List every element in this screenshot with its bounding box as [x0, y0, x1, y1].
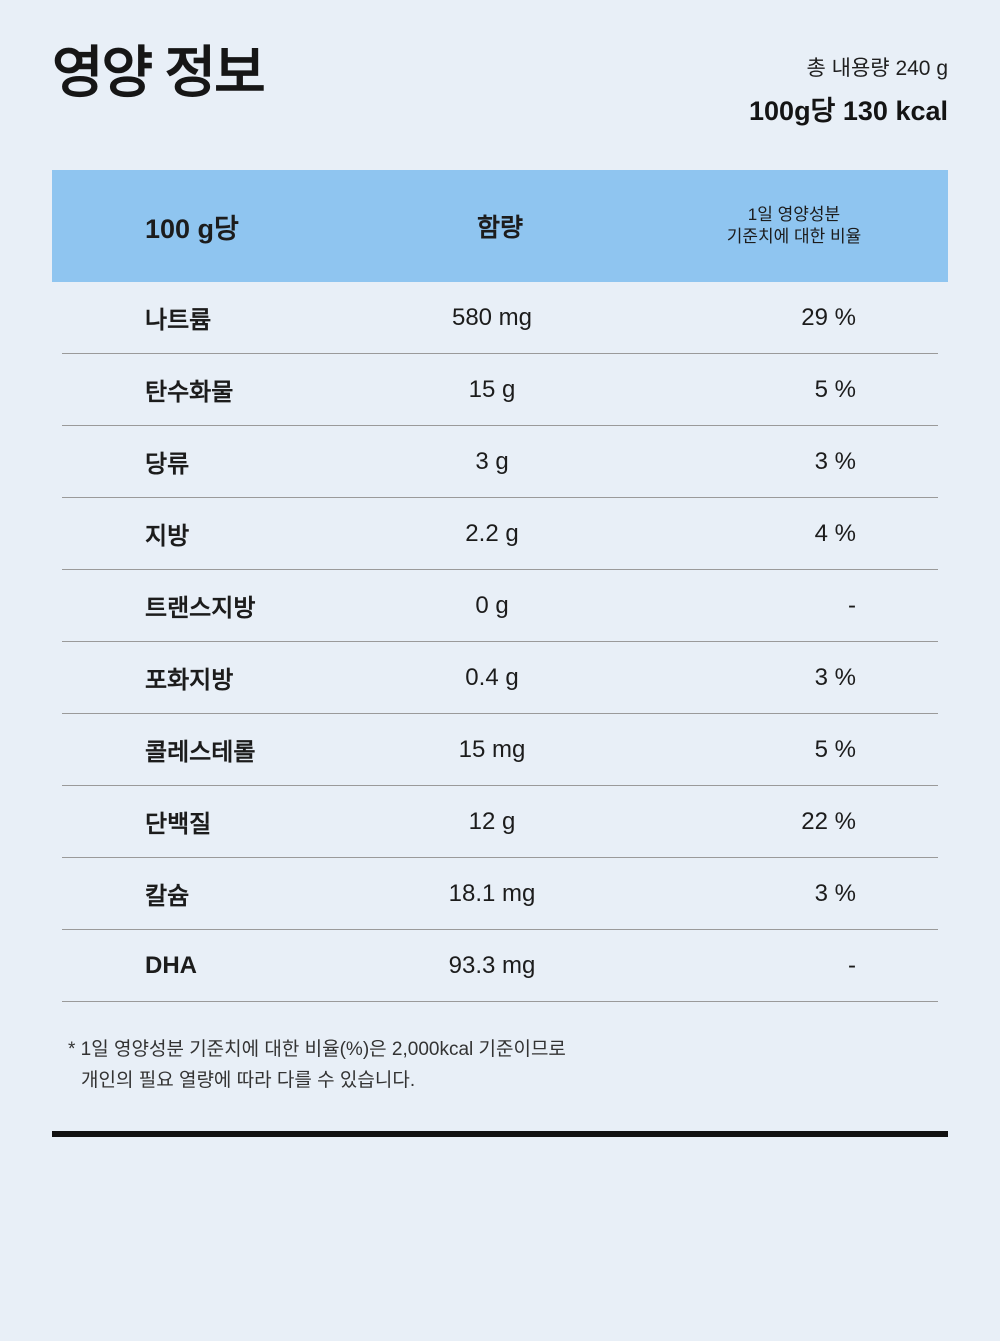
- row-amount: 2.2 g: [465, 519, 519, 547]
- row-daily-value: 4 %: [814, 519, 856, 547]
- table-row: 탄수화물 15 g 5 %: [62, 354, 938, 426]
- row-daily-value: -: [848, 591, 856, 619]
- row-label: 당류: [145, 451, 190, 478]
- row-amount: 93.3 mg: [448, 951, 536, 979]
- table-row: 칼슘 18.1 mg 3 %: [62, 858, 938, 930]
- row-amount: 3 g: [475, 447, 509, 475]
- row-label: 트랜스지방: [145, 595, 256, 622]
- row-label: 지방: [145, 523, 190, 550]
- table-row: 단백질 12 g 22 %: [62, 786, 938, 858]
- page-header: 영양 정보 총 내용량 240 g 100g당 130 kcal: [0, 0, 1000, 128]
- daily-value-footnote: * 1일 영양성분 기준치에 대한 비율(%)은 2,000kcal 기준이므로…: [68, 1034, 948, 1097]
- row-label: 단백질: [145, 811, 212, 838]
- header-col-amount: 함량: [476, 214, 523, 242]
- row-daily-value: 3 %: [814, 447, 856, 475]
- row-daily-value: 22 %: [801, 807, 856, 835]
- row-label: 나트륨: [145, 307, 212, 334]
- header-col-daily-line1: 1일 영양성분: [747, 204, 841, 224]
- row-amount: 18.1 mg: [448, 879, 536, 907]
- nutrition-table: 100 g당 함량 1일 영양성분 기준치에 대한 비율 나트륨 580 mg …: [52, 170, 948, 1002]
- row-label: 포화지방: [145, 667, 234, 694]
- row-amount: 15 mg: [458, 735, 526, 763]
- row-daily-value: 5 %: [814, 735, 856, 763]
- page-title: 영양 정보: [52, 41, 266, 104]
- row-amount: 0 g: [475, 591, 509, 619]
- table-row: 지방 2.2 g 4 %: [62, 498, 938, 570]
- footnote-line1: * 1일 영양성분 기준치에 대한 비율(%)은 2,000kcal 기준이므로: [68, 1039, 566, 1060]
- header-col-daily-line2: 기준치에 대한 비율: [726, 227, 862, 246]
- calories-per-100g: 100g당 130 kcal: [749, 96, 948, 126]
- table-row: 콜레스테롤 15 mg 5 %: [62, 714, 938, 786]
- table-row: DHA 93.3 mg -: [62, 930, 938, 1002]
- table-row: 트랜스지방 0 g -: [62, 570, 938, 642]
- header-col-daily: 1일 영양성분 기준치에 대한 비율: [640, 204, 948, 248]
- table-body: 나트륨 580 mg 29 % 탄수화물 15 g 5 % 당류 3 g 3 %…: [62, 282, 938, 1002]
- row-amount: 580 mg: [451, 303, 533, 331]
- header-col-serving: 100 g당: [145, 213, 239, 244]
- row-daily-value: 3 %: [814, 879, 856, 907]
- row-label: 칼슘: [145, 883, 190, 910]
- table-row: 나트륨 580 mg 29 %: [62, 282, 938, 354]
- table-row: 포화지방 0.4 g 3 %: [62, 642, 938, 714]
- row-daily-value: 5 %: [814, 375, 856, 403]
- row-label: 콜레스테롤: [145, 739, 256, 766]
- row-amount: 15 g: [468, 375, 516, 403]
- table-row: 당류 3 g 3 %: [62, 426, 938, 498]
- row-amount: 12 g: [468, 807, 516, 835]
- row-daily-value: 3 %: [814, 663, 856, 691]
- footnote-line2: 개인의 필요 열량에 따라 다를 수 있습니다.: [81, 1070, 416, 1092]
- total-amount: 총 내용량 240 g: [806, 57, 949, 80]
- row-label: 탄수화물: [145, 379, 234, 406]
- bottom-divider-bar: [52, 1130, 948, 1137]
- row-amount: 0.4 g: [465, 663, 519, 691]
- table-header: 100 g당 함량 1일 영양성분 기준치에 대한 비율: [52, 170, 948, 282]
- row-daily-value: 29 %: [801, 303, 856, 331]
- row-label: DHA: [145, 951, 197, 979]
- row-daily-value: -: [848, 951, 856, 979]
- serving-summary: 총 내용량 240 g 100g당 130 kcal: [749, 42, 948, 128]
